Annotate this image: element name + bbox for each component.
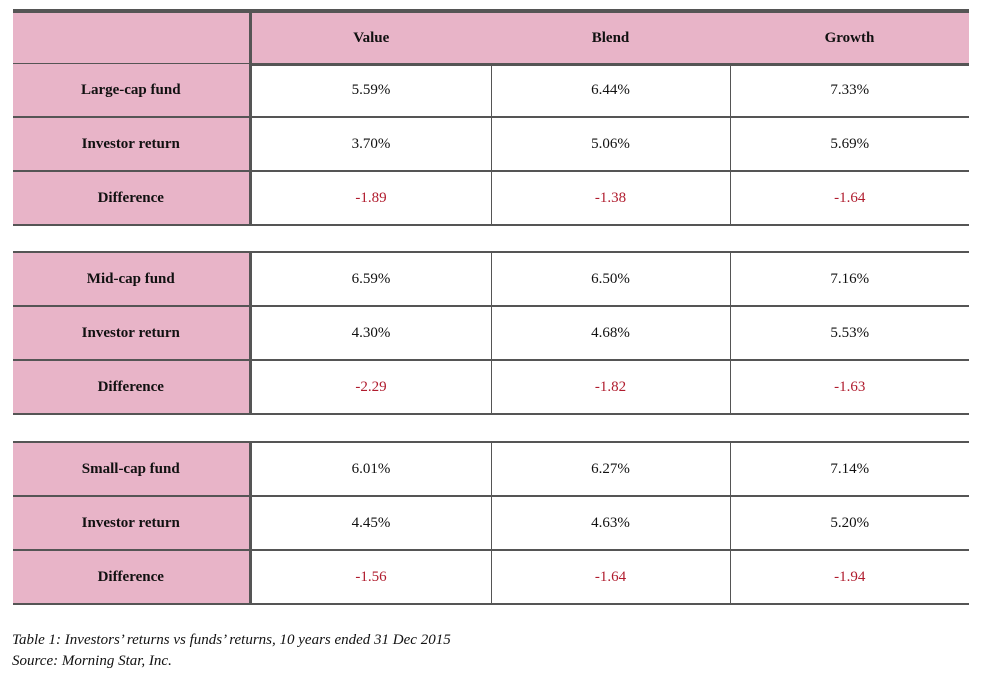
blend-cell: 4.68% — [490, 306, 730, 361]
row-label: Investor return — [13, 117, 252, 172]
value-cell: 5.59% — [250, 64, 491, 118]
value-cell: 4.45% — [250, 496, 491, 551]
blend-cell: 5.06% — [490, 117, 730, 172]
table-row: Difference -1.89 -1.38 -1.64 — [13, 171, 969, 226]
growth-difference-cell: -1.63 — [729, 360, 969, 415]
row-label: Difference — [13, 171, 252, 226]
value-difference-cell: -1.89 — [250, 171, 491, 226]
large-cap-group: Large-cap fund 5.59% 6.44% 7.33% Investo… — [13, 64, 969, 226]
table-row: Large-cap fund 5.59% 6.44% 7.33% — [13, 64, 969, 118]
value-cell: 4.30% — [250, 306, 491, 361]
header-corner-cell — [13, 9, 252, 66]
table-row: Small-cap fund 6.01% 6.27% 7.14% — [13, 441, 969, 497]
table-row: Difference -1.56 -1.64 -1.94 — [13, 550, 969, 605]
value-cell: 3.70% — [250, 117, 491, 172]
returns-table-header: Value Blend Growth — [13, 9, 969, 66]
caption-source: Source: Morning Star, Inc. — [12, 653, 172, 669]
table-row: Investor return 4.45% 4.63% 5.20% — [13, 496, 969, 551]
small-cap-group: Small-cap fund 6.01% 6.27% 7.14% Investo… — [13, 441, 969, 605]
value-cell: 6.59% — [250, 251, 491, 307]
blend-difference-cell: -1.64 — [490, 550, 730, 605]
value-difference-cell: -2.29 — [250, 360, 491, 415]
blend-difference-cell: -1.82 — [490, 360, 730, 415]
growth-difference-cell: -1.94 — [729, 550, 969, 605]
mid-cap-group: Mid-cap fund 6.59% 6.50% 7.16% Investor … — [13, 251, 969, 415]
row-label: Mid-cap fund — [13, 251, 252, 307]
row-label: Difference — [13, 550, 252, 605]
table-caption: Table 1: Investors’ returns vs funds’ re… — [12, 630, 451, 672]
growth-cell: 5.69% — [729, 117, 969, 172]
row-label: Difference — [13, 360, 252, 415]
blend-cell: 4.63% — [490, 496, 730, 551]
value-difference-cell: -1.56 — [250, 550, 491, 605]
column-header-blend: Blend — [491, 9, 730, 66]
row-label: Large-cap fund — [13, 64, 252, 118]
row-label: Investor return — [13, 496, 252, 551]
caption-title: Table 1: Investors’ returns vs funds’ re… — [12, 632, 451, 648]
column-header-value: Value — [250, 9, 491, 66]
growth-difference-cell: -1.64 — [729, 171, 969, 226]
growth-cell: 7.16% — [729, 251, 969, 307]
table-row: Difference -2.29 -1.82 -1.63 — [13, 360, 969, 415]
blend-cell: 6.27% — [490, 441, 730, 497]
blend-difference-cell: -1.38 — [490, 171, 730, 226]
table-row: Mid-cap fund 6.59% 6.50% 7.16% — [13, 251, 969, 307]
value-cell: 6.01% — [250, 441, 491, 497]
blend-cell: 6.50% — [490, 251, 730, 307]
growth-cell: 7.14% — [729, 441, 969, 497]
growth-cell: 5.20% — [729, 496, 969, 551]
blend-cell: 6.44% — [490, 64, 730, 118]
row-label: Investor return — [13, 306, 252, 361]
growth-cell: 7.33% — [729, 64, 969, 118]
growth-cell: 5.53% — [729, 306, 969, 361]
table-row: Investor return 3.70% 5.06% 5.69% — [13, 117, 969, 172]
row-label: Small-cap fund — [13, 441, 252, 497]
table-row: Investor return 4.30% 4.68% 5.53% — [13, 306, 969, 361]
column-header-growth: Growth — [730, 9, 969, 66]
